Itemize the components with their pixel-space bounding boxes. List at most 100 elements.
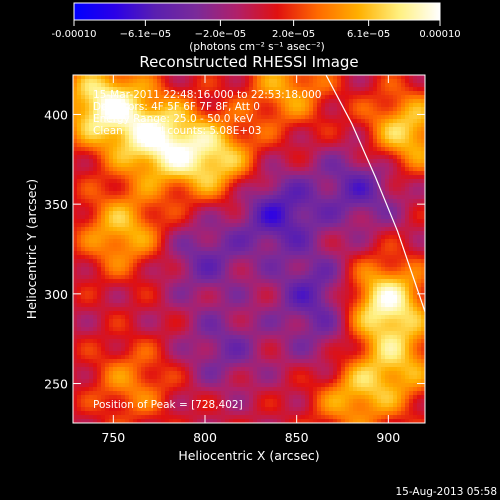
heatmap-cell bbox=[337, 167, 341, 171]
heatmap-cell bbox=[133, 115, 137, 119]
heatmap-cell bbox=[389, 135, 393, 139]
heatmap-cell bbox=[281, 219, 285, 223]
heatmap-cell bbox=[161, 79, 165, 83]
heatmap-cell bbox=[141, 299, 145, 303]
heatmap-cell bbox=[361, 167, 365, 171]
heatmap-cell bbox=[269, 99, 273, 103]
heatmap-cell bbox=[241, 95, 245, 99]
heatmap-cell bbox=[417, 239, 421, 243]
heatmap-cell bbox=[241, 295, 245, 299]
heatmap-cell bbox=[329, 151, 333, 155]
heatmap-cell bbox=[401, 199, 405, 203]
heatmap-cell bbox=[185, 203, 189, 207]
heatmap-cell bbox=[93, 259, 97, 263]
heatmap-cell bbox=[365, 291, 369, 295]
heatmap-cell bbox=[77, 283, 81, 287]
heatmap-cell bbox=[97, 247, 101, 251]
heatmap-cell bbox=[253, 167, 257, 171]
heatmap-cell bbox=[397, 255, 401, 259]
heatmap-cell bbox=[417, 255, 421, 259]
heatmap-cell bbox=[77, 95, 81, 99]
heatmap-cell bbox=[209, 87, 213, 91]
heatmap-cell bbox=[129, 215, 133, 219]
heatmap-cell bbox=[417, 75, 421, 79]
heatmap-cell bbox=[389, 187, 393, 191]
heatmap-cell bbox=[253, 283, 257, 287]
heatmap-cell bbox=[289, 127, 293, 131]
heatmap-cell bbox=[365, 103, 369, 107]
heatmap-cell bbox=[257, 211, 261, 215]
heatmap-cell bbox=[369, 259, 373, 263]
heatmap-cell bbox=[389, 99, 393, 103]
heatmap-cell bbox=[289, 123, 293, 127]
heatmap-cell bbox=[141, 87, 145, 91]
heatmap-cell bbox=[349, 171, 353, 175]
heatmap-cell bbox=[157, 215, 161, 219]
heatmap-cell bbox=[277, 159, 281, 163]
heatmap-cell bbox=[229, 275, 233, 279]
heatmap-cell bbox=[289, 111, 293, 115]
heatmap-cell bbox=[285, 239, 289, 243]
heatmap-cell bbox=[405, 135, 409, 139]
heatmap-cell bbox=[325, 95, 329, 99]
heatmap-cell bbox=[205, 187, 209, 191]
heatmap-cell bbox=[421, 147, 425, 151]
heatmap-cell bbox=[193, 127, 197, 131]
heatmap-cell bbox=[289, 263, 293, 267]
heatmap-cell bbox=[197, 79, 201, 83]
heatmap-cell bbox=[133, 275, 137, 279]
heatmap-cell bbox=[257, 135, 261, 139]
heatmap-cell bbox=[145, 99, 149, 103]
heatmap-cell bbox=[417, 231, 421, 235]
heatmap-cell bbox=[345, 287, 349, 291]
heatmap-cell bbox=[309, 275, 313, 279]
heatmap-cell bbox=[205, 147, 209, 151]
heatmap-cell bbox=[313, 291, 317, 295]
heatmap-cell bbox=[153, 79, 157, 83]
heatmap-cell bbox=[117, 203, 121, 207]
heatmap-cell bbox=[209, 75, 213, 79]
heatmap-cell bbox=[337, 115, 341, 119]
heatmap-cell bbox=[233, 83, 237, 87]
heatmap-cell bbox=[373, 91, 377, 95]
heatmap-cell bbox=[205, 295, 209, 299]
heatmap-cell bbox=[185, 299, 189, 303]
heatmap-cell bbox=[249, 291, 253, 295]
heatmap-cell bbox=[357, 267, 361, 271]
heatmap-cell bbox=[113, 151, 117, 155]
heatmap-cell bbox=[405, 183, 409, 187]
heatmap-cell bbox=[349, 167, 353, 171]
heatmap-cell bbox=[309, 223, 313, 227]
heatmap-cell bbox=[289, 99, 293, 103]
heatmap-cell bbox=[249, 255, 253, 259]
heatmap-cell bbox=[253, 163, 257, 167]
heatmap-cell bbox=[333, 271, 337, 275]
heatmap-cell bbox=[365, 199, 369, 203]
heatmap-cell bbox=[145, 147, 149, 151]
heatmap-cell bbox=[237, 127, 241, 131]
heatmap-cell bbox=[221, 99, 225, 103]
heatmap-cell bbox=[313, 111, 317, 115]
heatmap-cell bbox=[209, 263, 213, 267]
heatmap-cell bbox=[381, 191, 385, 195]
heatmap-cell bbox=[105, 159, 109, 163]
heatmap-cell bbox=[345, 235, 349, 239]
heatmap-cell bbox=[337, 179, 341, 183]
heatmap-cell bbox=[73, 79, 77, 83]
heatmap-cell bbox=[321, 79, 325, 83]
heatmap-cell bbox=[389, 151, 393, 155]
heatmap-cell bbox=[417, 183, 421, 187]
heatmap-cell bbox=[249, 123, 253, 127]
heatmap-cell bbox=[273, 75, 277, 79]
heatmap-cell bbox=[261, 299, 265, 303]
heatmap-cell bbox=[349, 151, 353, 155]
heatmap-cell bbox=[289, 255, 293, 259]
heatmap-cell bbox=[369, 207, 373, 211]
heatmap-cell bbox=[357, 291, 361, 295]
heatmap-cell bbox=[169, 167, 173, 171]
heatmap-cell bbox=[121, 171, 125, 175]
heatmap-cell bbox=[201, 279, 205, 283]
heatmap-cell bbox=[165, 283, 169, 287]
heatmap-cell bbox=[357, 127, 361, 131]
heatmap-cell bbox=[373, 147, 377, 151]
